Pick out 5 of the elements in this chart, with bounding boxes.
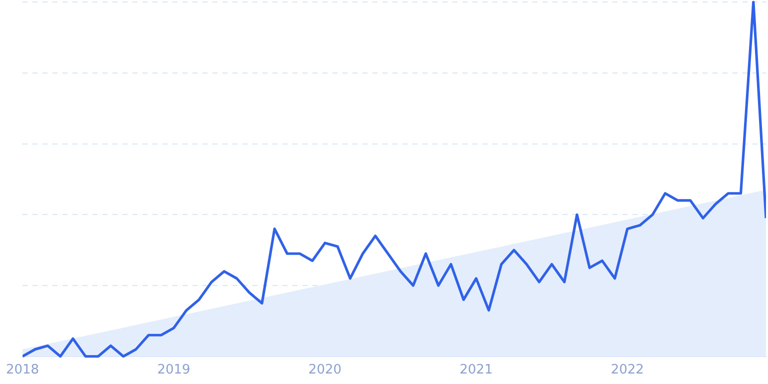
x-tick-label: 2022 bbox=[610, 362, 644, 378]
x-tick-label: 2021 bbox=[460, 362, 493, 378]
x-tick-label: 2020 bbox=[308, 362, 342, 378]
x-tick-label: 2019 bbox=[157, 362, 190, 378]
x-tick-label: 2018 bbox=[6, 362, 40, 378]
